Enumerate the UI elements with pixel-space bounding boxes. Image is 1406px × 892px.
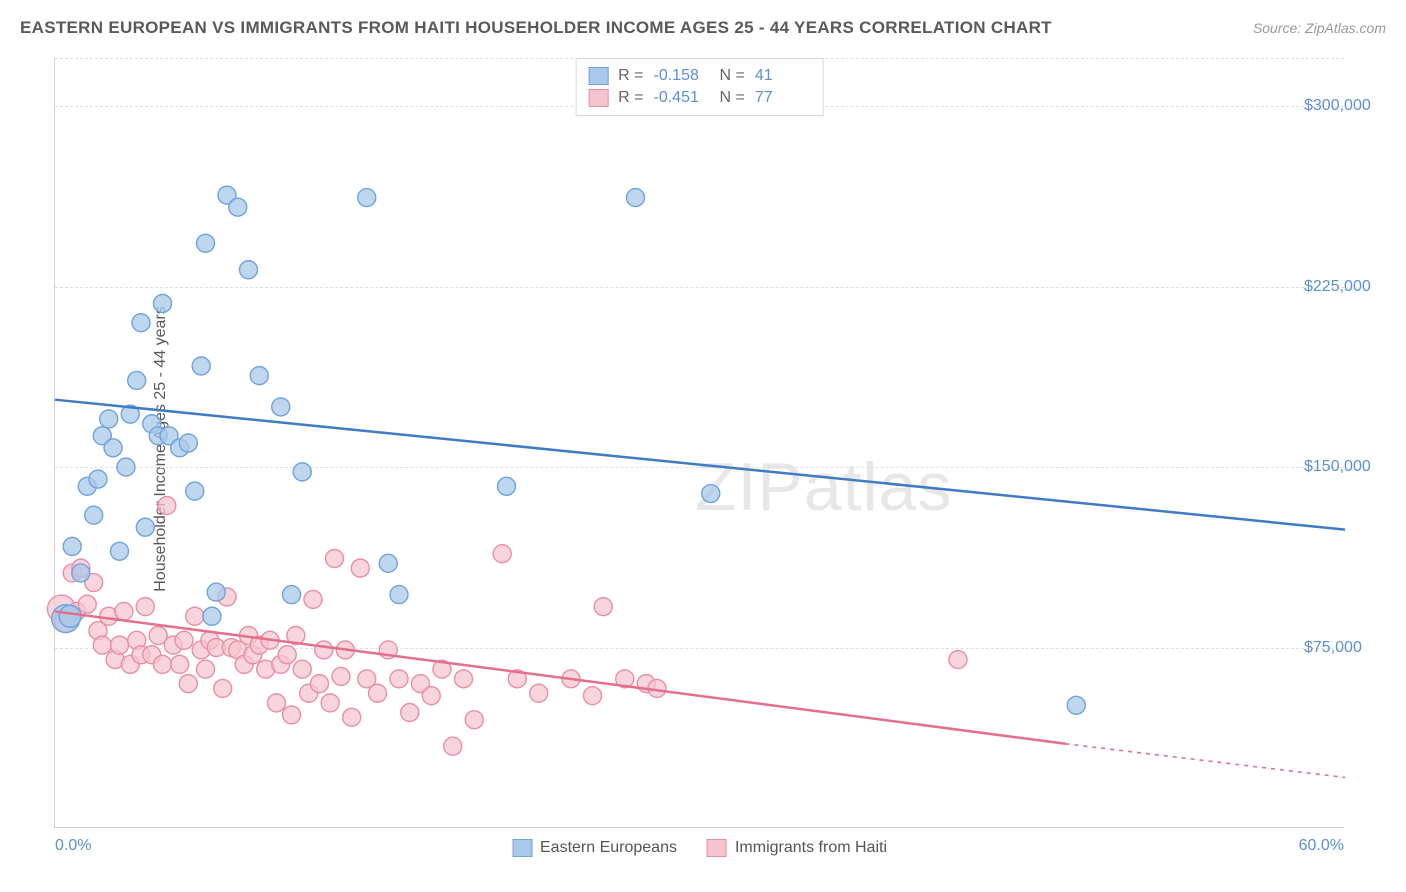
data-point: [293, 463, 311, 481]
series-legend: Eastern Europeans Immigrants from Haiti: [512, 839, 887, 857]
data-point: [132, 314, 150, 332]
legend-item-1: Eastern Europeans: [512, 839, 677, 857]
data-point: [321, 694, 339, 712]
data-point: [136, 598, 154, 616]
r-value-2: -0.451: [654, 89, 710, 107]
data-point: [343, 708, 361, 726]
data-point: [250, 367, 268, 385]
swatch-series1: [588, 67, 608, 85]
swatch-icon: [707, 839, 727, 857]
r-value-1: -0.158: [654, 67, 710, 85]
swatch-icon: [512, 839, 532, 857]
n-value-1: 41: [755, 67, 811, 85]
data-point: [192, 357, 210, 375]
data-point: [175, 631, 193, 649]
data-point: [326, 550, 344, 568]
data-point: [455, 670, 473, 688]
data-point: [78, 595, 96, 613]
data-point: [207, 583, 225, 601]
data-point: [401, 704, 419, 722]
data-point: [186, 482, 204, 500]
n-label: N =: [720, 89, 745, 107]
n-label: N =: [720, 67, 745, 85]
legend-label-1: Eastern Europeans: [540, 839, 677, 857]
data-point: [240, 261, 258, 279]
data-point: [229, 198, 247, 216]
data-point: [63, 537, 81, 555]
data-point: [203, 607, 221, 625]
data-point: [584, 687, 602, 705]
data-point: [369, 684, 387, 702]
data-point: [111, 542, 129, 560]
data-point: [128, 371, 146, 389]
data-point: [278, 646, 296, 664]
data-point: [59, 605, 81, 627]
x-tick-max: 60.0%: [1299, 837, 1344, 855]
data-point: [702, 485, 720, 503]
data-point: [304, 590, 322, 608]
data-point: [315, 641, 333, 659]
data-point: [111, 636, 129, 654]
r-label: R =: [618, 89, 643, 107]
swatch-series2: [588, 89, 608, 107]
plot-area: ZIPatlas $75,000$150,000$225,000$300,000…: [54, 58, 1344, 828]
data-point: [72, 564, 90, 582]
r-label: R =: [618, 67, 643, 85]
data-point: [379, 554, 397, 572]
n-value-2: 77: [755, 89, 811, 107]
data-point: [100, 410, 118, 428]
data-point: [158, 497, 176, 515]
chart-svg: [55, 58, 1344, 827]
legend-label-2: Immigrants from Haiti: [735, 839, 887, 857]
data-point: [498, 477, 516, 495]
data-point: [179, 675, 197, 693]
data-point: [390, 670, 408, 688]
data-point: [267, 694, 285, 712]
data-point: [627, 189, 645, 207]
data-point: [197, 660, 215, 678]
data-point: [351, 559, 369, 577]
data-point: [594, 598, 612, 616]
regression-line: [55, 400, 1345, 530]
source-label: Source: ZipAtlas.com: [1253, 20, 1386, 36]
data-point: [154, 655, 172, 673]
chart-header: EASTERN EUROPEAN VS IMMIGRANTS FROM HAIT…: [20, 18, 1386, 38]
data-point: [85, 506, 103, 524]
data-point: [197, 234, 215, 252]
data-point: [358, 189, 376, 207]
data-point: [293, 660, 311, 678]
data-point: [332, 667, 350, 685]
data-point: [171, 655, 189, 673]
data-point: [214, 679, 232, 697]
data-point: [465, 711, 483, 729]
data-point: [93, 636, 111, 654]
data-point: [179, 434, 197, 452]
data-point: [272, 398, 290, 416]
chart-title: EASTERN EUROPEAN VS IMMIGRANTS FROM HAIT…: [20, 18, 1052, 38]
correlation-legend: R = -0.158 N = 41 R = -0.451 N = 77: [575, 58, 824, 116]
data-point: [530, 684, 548, 702]
data-point: [154, 294, 172, 312]
correlation-row-2: R = -0.451 N = 77: [588, 87, 811, 109]
data-point: [493, 545, 511, 563]
data-point: [117, 458, 135, 476]
data-point: [115, 602, 133, 620]
data-point: [104, 439, 122, 457]
data-point: [310, 675, 328, 693]
regression-extension: [1066, 744, 1346, 778]
correlation-row-1: R = -0.158 N = 41: [588, 65, 811, 87]
legend-item-2: Immigrants from Haiti: [707, 839, 887, 857]
x-tick-min: 0.0%: [55, 837, 91, 855]
data-point: [186, 607, 204, 625]
data-point: [89, 470, 107, 488]
data-point: [1067, 696, 1085, 714]
data-point: [136, 518, 154, 536]
data-point: [283, 706, 301, 724]
data-point: [283, 586, 301, 604]
data-point: [390, 586, 408, 604]
data-point: [444, 737, 462, 755]
data-point: [422, 687, 440, 705]
data-point: [949, 651, 967, 669]
